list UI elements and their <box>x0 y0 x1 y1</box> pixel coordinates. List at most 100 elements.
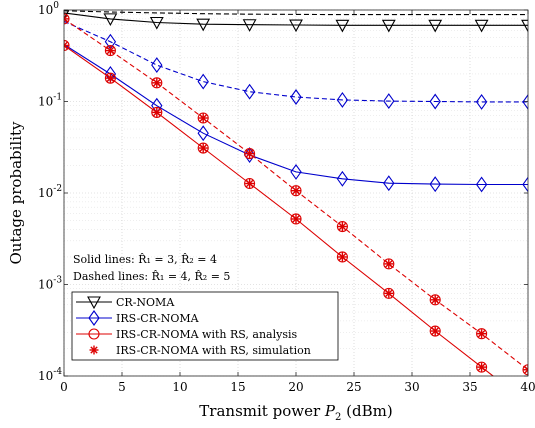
x-tick-label: 30 <box>404 380 419 394</box>
triangle-down-marker <box>521 19 528 33</box>
annotation-solid-lines: Solid lines: R̂₁ = 3, R̂₂ = 4 <box>73 253 217 266</box>
asterisk-marker <box>152 107 162 117</box>
x-tick-label: 15 <box>230 380 245 394</box>
diamond-marker <box>290 163 302 180</box>
asterisk-marker <box>337 222 347 232</box>
triangle-down-marker <box>242 19 257 32</box>
diamond-marker <box>243 83 256 100</box>
circle-marker <box>522 364 528 376</box>
diamond-marker <box>290 89 302 105</box>
asterisk-marker <box>89 345 99 355</box>
asterisk-marker <box>198 113 208 123</box>
asterisk-marker <box>105 73 115 83</box>
diamond-marker <box>522 93 528 110</box>
asterisk-marker <box>384 259 394 269</box>
x-tick-label: 25 <box>346 380 361 394</box>
asterisk-marker <box>477 362 487 372</box>
diamond-marker <box>197 73 209 90</box>
asterisk-marker <box>105 46 115 56</box>
diamond-marker <box>336 91 349 108</box>
y-tick-label: 10-4 <box>38 367 62 383</box>
y-tick-label: 10-1 <box>38 93 62 109</box>
legend-label: IRS-CR-NOMA with RS, analysis <box>116 328 297 341</box>
circle-marker <box>104 72 116 84</box>
circle-marker <box>88 328 100 340</box>
triangle-down-marker <box>381 19 396 33</box>
x-tick-label: 5 <box>118 380 126 394</box>
series-line <box>64 44 528 186</box>
circle-marker <box>197 112 209 124</box>
legend-box <box>71 291 339 361</box>
legend-label: IRS-CR-NOMA <box>116 312 200 325</box>
triangle-down-marker <box>64 10 70 21</box>
circle-marker <box>336 251 348 263</box>
triangle-down-marker <box>474 19 489 33</box>
circle-marker <box>476 361 488 373</box>
diamond-marker <box>383 175 395 192</box>
asterisk-marker <box>152 78 162 88</box>
diamond-marker <box>429 176 441 193</box>
x-tick-label: 40 <box>520 380 535 394</box>
series-line <box>64 12 528 26</box>
x-tick-label: 35 <box>462 380 477 394</box>
series-line <box>64 20 528 103</box>
series-1 <box>64 10 528 16</box>
asterisk-marker <box>198 143 208 153</box>
legend-entry: IRS-CR-NOMA <box>76 310 200 326</box>
asterisk-marker <box>523 365 528 375</box>
legend-label: IRS-CR-NOMA with RS, simulation <box>116 344 311 357</box>
axis-ticks: 0 5 10 15 20 25 30 35 40 10-4 10-3 10-2 10-1 100 <box>38 1 535 394</box>
diamond-marker <box>522 176 528 193</box>
triangle-down-marker <box>289 19 303 33</box>
asterisk-marker <box>291 186 301 196</box>
circle-marker <box>151 77 163 89</box>
circle-marker <box>383 258 395 270</box>
circle-marker <box>476 328 488 340</box>
asterisk-marker <box>477 329 487 339</box>
triangle-down-marker <box>87 296 101 310</box>
diamond-marker <box>475 176 488 193</box>
asterisk-marker <box>430 326 440 336</box>
circle-marker <box>64 13 70 25</box>
legend: CR-NOMA IRS-CR-NOMA IRS-CR-NOMA with RS, a… <box>71 291 339 361</box>
circle-marker <box>429 294 441 306</box>
legend-label: CR-NOMA <box>116 296 175 309</box>
circle-marker <box>104 45 116 57</box>
asterisk-marker <box>337 252 347 262</box>
legend-entry: CR-NOMA <box>76 296 175 310</box>
diamond-marker <box>336 170 349 187</box>
circle-marker <box>151 106 163 118</box>
diamond-marker <box>383 93 395 110</box>
asterisk-marker <box>430 295 440 305</box>
x-axis-title: Transmit power P2 (dBm) <box>199 402 392 423</box>
circle-marker <box>290 213 302 225</box>
asterisk-marker <box>291 214 301 224</box>
annotation-dashed-lines: Dashed lines: R̂₁ = 4, R̂₂ = 5 <box>73 270 230 283</box>
y-tick-label: 10-2 <box>38 184 62 200</box>
x-tick-label: 20 <box>288 380 303 394</box>
circle-marker <box>290 185 302 197</box>
circle-marker <box>383 287 395 299</box>
triangle-down-marker <box>335 19 350 33</box>
circle-marker <box>429 325 441 337</box>
asterisk-marker <box>245 149 255 159</box>
series-0 <box>64 10 528 33</box>
diamond-marker <box>88 310 100 326</box>
diamond-marker <box>429 93 441 110</box>
series-3 <box>64 20 528 110</box>
circle-marker <box>197 142 209 154</box>
y-tick-label: 10-3 <box>38 276 62 292</box>
y-tick-label: 100 <box>38 1 59 17</box>
triangle-down-marker <box>428 19 443 33</box>
triangle-down-marker <box>196 18 211 32</box>
y-axis-title: Outage probability <box>7 121 25 265</box>
diamond-marker <box>475 93 488 110</box>
triangle-down-marker <box>149 16 164 30</box>
x-tick-label: 10 <box>172 380 187 394</box>
circle-marker <box>336 220 348 233</box>
series-layer <box>64 10 528 376</box>
diamond-marker <box>151 57 163 74</box>
series-6 <box>64 40 487 372</box>
diamond-marker <box>197 125 209 142</box>
